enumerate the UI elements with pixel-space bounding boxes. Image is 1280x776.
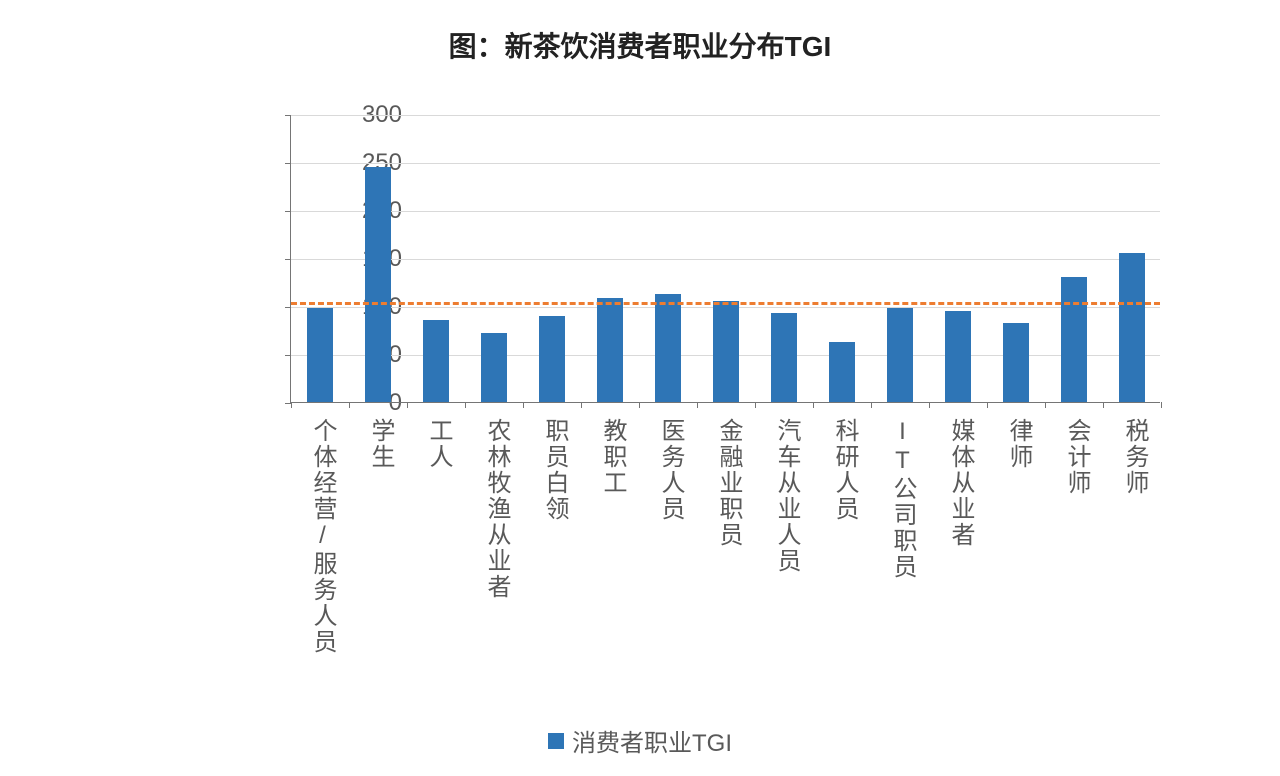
gridline bbox=[291, 259, 1160, 260]
x-axis-label: 农林牧渔从业者 bbox=[479, 418, 514, 600]
x-tick-mark bbox=[581, 402, 582, 408]
y-tick-mark bbox=[285, 307, 291, 308]
bar bbox=[887, 308, 913, 402]
x-tick-mark bbox=[1103, 402, 1104, 408]
x-axis-label: 职员白领 bbox=[537, 418, 572, 522]
chart-title: 图：新茶饮消费者职业分布TGI bbox=[0, 25, 1280, 65]
bar bbox=[539, 316, 565, 402]
bar bbox=[945, 311, 971, 402]
x-tick-mark bbox=[755, 402, 756, 408]
x-axis-label: 教职工 bbox=[595, 418, 630, 496]
x-tick-mark bbox=[1161, 402, 1162, 408]
x-axis-label: 科研人员 bbox=[827, 418, 862, 522]
x-tick-mark bbox=[639, 402, 640, 408]
x-tick-mark bbox=[1045, 402, 1046, 408]
x-axis-label: 学生 bbox=[363, 418, 398, 470]
bar bbox=[481, 333, 507, 402]
bar bbox=[423, 320, 449, 402]
x-tick-mark bbox=[929, 402, 930, 408]
x-tick-mark bbox=[407, 402, 408, 408]
bar bbox=[365, 167, 391, 402]
x-axis-label: 个体经营/服务人员 bbox=[305, 418, 340, 655]
gridline bbox=[291, 115, 1160, 116]
bar bbox=[1061, 277, 1087, 402]
bar bbox=[1003, 323, 1029, 402]
legend-swatch bbox=[548, 733, 564, 749]
x-axis-label: 工人 bbox=[421, 418, 456, 470]
x-axis-label: 律师 bbox=[1001, 418, 1036, 470]
bar bbox=[597, 298, 623, 402]
y-tick-mark bbox=[285, 115, 291, 116]
x-tick-mark bbox=[465, 402, 466, 408]
bar bbox=[829, 342, 855, 402]
x-axis-label: 会计师 bbox=[1059, 418, 1094, 496]
bar bbox=[655, 294, 681, 402]
x-axis-label: 汽车从业人员 bbox=[769, 418, 804, 574]
bar bbox=[713, 301, 739, 402]
x-tick-mark bbox=[523, 402, 524, 408]
x-axis-label: 医务人员 bbox=[653, 418, 688, 522]
plot-area bbox=[290, 115, 1160, 403]
x-axis-label: IT公司职员 bbox=[885, 418, 920, 580]
x-tick-mark bbox=[871, 402, 872, 408]
x-tick-mark bbox=[987, 402, 988, 408]
x-axis-label: 媒体从业者 bbox=[943, 418, 978, 548]
x-tick-mark bbox=[291, 402, 292, 408]
reference-line bbox=[291, 302, 1160, 305]
x-tick-mark bbox=[697, 402, 698, 408]
gridline bbox=[291, 163, 1160, 164]
chart-container: 图：新茶饮消费者职业分布TGI 050100150200250300 个体经营/… bbox=[0, 0, 1280, 776]
y-tick-mark bbox=[285, 163, 291, 164]
gridline bbox=[291, 211, 1160, 212]
x-axis-label: 金融业职员 bbox=[711, 418, 746, 548]
x-axis-label: 税务师 bbox=[1117, 418, 1152, 496]
y-tick-mark bbox=[285, 211, 291, 212]
legend: 消费者职业TGI bbox=[0, 723, 1280, 758]
x-tick-mark bbox=[349, 402, 350, 408]
y-tick-mark bbox=[285, 355, 291, 356]
bar bbox=[307, 308, 333, 402]
legend-label: 消费者职业TGI bbox=[572, 723, 732, 758]
bar bbox=[1119, 253, 1145, 402]
bar bbox=[771, 313, 797, 402]
x-tick-mark bbox=[813, 402, 814, 408]
y-tick-mark bbox=[285, 259, 291, 260]
